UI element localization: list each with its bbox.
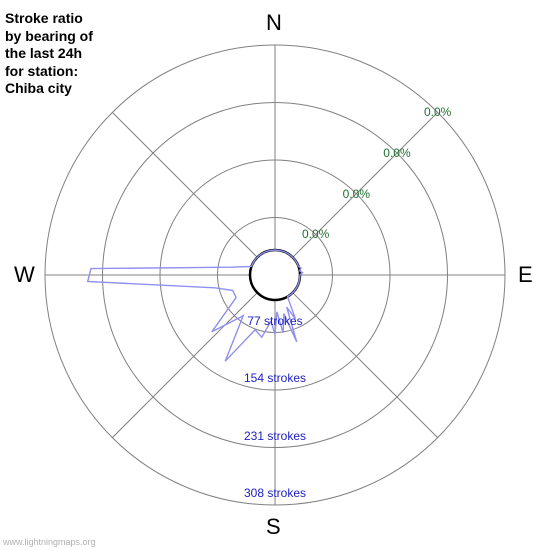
ring-top-label: 0.0%: [302, 227, 329, 241]
ring-bottom-label: 77 strokes: [247, 314, 302, 328]
ring-bottom-label: 308 strokes: [244, 486, 306, 500]
ring-top-label: 0.0%: [343, 187, 370, 201]
ring-top-label: 0.0%: [424, 105, 451, 119]
credit-text: www.lightningmaps.org: [3, 537, 96, 547]
cardinal-e: E: [518, 262, 533, 288]
cardinal-n: N: [266, 10, 282, 36]
ring-bottom-label: 231 strokes: [244, 429, 306, 443]
ring-top-label: 0.0%: [383, 146, 410, 160]
polar-chart-container: Stroke ratio by bearing of the last 24h …: [0, 0, 550, 550]
ring-bottom-label: 154 strokes: [244, 371, 306, 385]
polar-chart-svg: [0, 0, 550, 550]
cardinal-w: W: [14, 262, 35, 288]
cardinal-s: S: [266, 514, 281, 540]
